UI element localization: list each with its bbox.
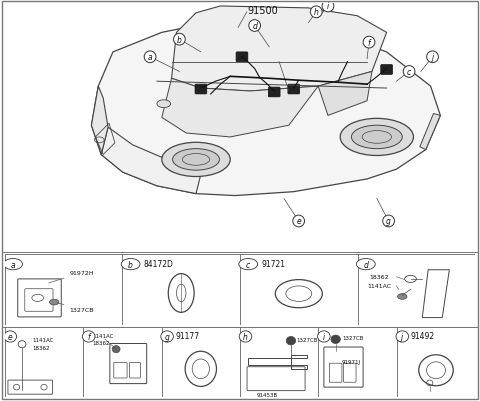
Ellipse shape: [157, 101, 170, 108]
Circle shape: [363, 37, 375, 49]
Circle shape: [427, 52, 438, 63]
Text: h: h: [243, 332, 248, 341]
Circle shape: [174, 34, 185, 46]
Circle shape: [239, 331, 252, 342]
Text: c: c: [246, 260, 251, 269]
Text: 91972H: 91972H: [48, 270, 94, 283]
Circle shape: [161, 331, 173, 342]
Circle shape: [396, 331, 408, 342]
Text: 1141AC: 1141AC: [367, 284, 391, 289]
Polygon shape: [162, 79, 318, 138]
FancyBboxPatch shape: [236, 53, 248, 63]
Polygon shape: [171, 7, 386, 92]
Circle shape: [293, 216, 304, 227]
Text: 1327CB: 1327CB: [57, 303, 94, 312]
Polygon shape: [91, 87, 108, 155]
Polygon shape: [101, 128, 201, 194]
Circle shape: [397, 294, 407, 300]
Ellipse shape: [162, 143, 230, 177]
Circle shape: [121, 259, 140, 270]
Circle shape: [311, 7, 322, 18]
Text: e: e: [8, 332, 12, 341]
Polygon shape: [91, 28, 440, 196]
Text: g: g: [386, 217, 391, 226]
Text: g: g: [165, 332, 169, 341]
Ellipse shape: [340, 119, 413, 156]
Circle shape: [383, 216, 395, 227]
Text: b: b: [177, 36, 182, 45]
Text: 91721: 91721: [261, 259, 285, 268]
Text: 91177: 91177: [176, 332, 200, 340]
Text: 91500: 91500: [248, 6, 278, 16]
Text: 91971J: 91971J: [342, 359, 361, 365]
Circle shape: [318, 331, 330, 342]
Circle shape: [286, 336, 296, 345]
Text: 18362: 18362: [93, 340, 110, 345]
Text: 1327CB: 1327CB: [297, 337, 318, 342]
Text: f: f: [368, 38, 371, 47]
FancyBboxPatch shape: [195, 85, 207, 95]
Ellipse shape: [351, 126, 402, 149]
Text: c: c: [407, 68, 411, 77]
Text: 18362: 18362: [370, 275, 389, 279]
Text: 84172D: 84172D: [144, 259, 173, 268]
Circle shape: [4, 259, 23, 270]
Text: 1141AC: 1141AC: [32, 337, 54, 342]
Polygon shape: [420, 114, 440, 150]
Text: 1141AC: 1141AC: [93, 333, 114, 338]
Text: a: a: [148, 53, 152, 62]
Circle shape: [144, 52, 156, 63]
Text: b: b: [128, 260, 133, 269]
Text: 1327CB: 1327CB: [342, 336, 363, 340]
Text: 91453B: 91453B: [257, 392, 278, 397]
Text: j: j: [432, 53, 433, 62]
Text: f: f: [87, 332, 90, 341]
Ellipse shape: [172, 149, 219, 171]
Circle shape: [331, 335, 340, 344]
Text: 18362: 18362: [32, 345, 50, 350]
Text: d: d: [252, 22, 257, 31]
Circle shape: [4, 331, 16, 342]
Text: e: e: [296, 217, 301, 226]
Circle shape: [83, 331, 95, 342]
Circle shape: [249, 20, 261, 32]
Circle shape: [322, 1, 334, 13]
Polygon shape: [318, 72, 372, 116]
Circle shape: [49, 300, 59, 305]
Circle shape: [403, 67, 415, 78]
Text: d: d: [363, 260, 368, 269]
FancyBboxPatch shape: [381, 65, 393, 75]
Text: j: j: [401, 332, 403, 341]
Circle shape: [357, 259, 375, 270]
FancyBboxPatch shape: [268, 88, 280, 97]
Text: a: a: [11, 260, 15, 269]
FancyBboxPatch shape: [288, 85, 300, 95]
Text: h: h: [314, 8, 319, 17]
Text: i: i: [327, 2, 329, 11]
Circle shape: [112, 346, 120, 353]
Circle shape: [239, 259, 258, 270]
Text: i: i: [323, 332, 325, 341]
Text: 91492: 91492: [411, 332, 435, 340]
